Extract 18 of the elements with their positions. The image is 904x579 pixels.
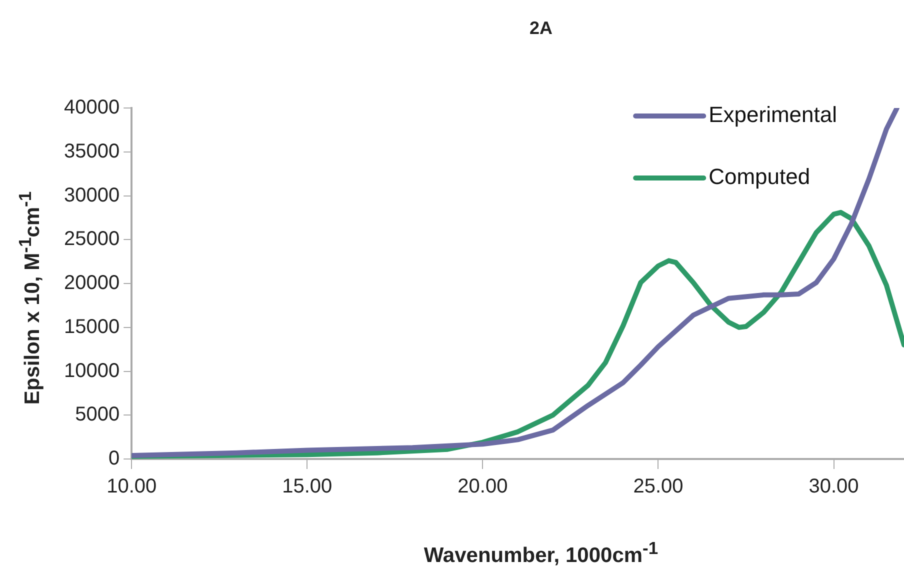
x-tick-label: 25.00 (633, 476, 684, 498)
y-tick-label: 20000 (64, 272, 120, 294)
x-axis-title: Wavenumber, 1000cm$^{-1}$ (422, 538, 660, 568)
x-tick-label: 15.00 (282, 476, 332, 498)
x-tick-label: 30.00 (808, 476, 859, 498)
x-tick-label: 20.00 (458, 476, 508, 498)
y-tick-label: 10000 (64, 360, 120, 382)
legend-label: Experimental (708, 102, 837, 128)
y-tick-label: 0 (108, 448, 120, 470)
y-tick-label: 30000 (64, 184, 120, 206)
y-tick-label: 25000 (64, 228, 120, 250)
legend-label: Computed (708, 164, 810, 190)
x-tick-label: 10.00 (106, 476, 157, 498)
y-tick-label: 5000 (75, 404, 120, 426)
y-tick-label: 15000 (64, 316, 120, 338)
y-tick-label: 35000 (64, 140, 120, 162)
y-tick-label: 40000 (64, 96, 120, 119)
chart-title: 2A (528, 18, 554, 39)
